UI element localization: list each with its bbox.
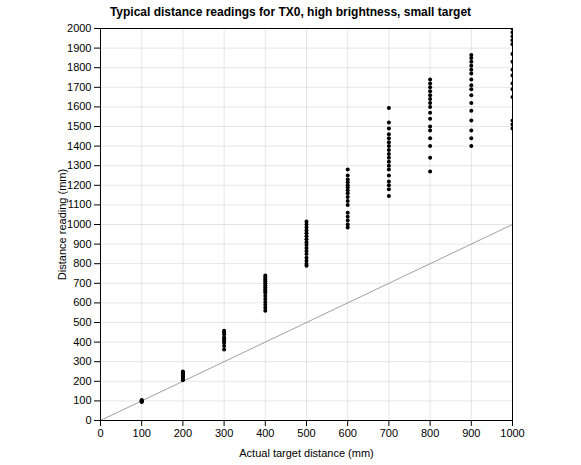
svg-text:1200: 1200 (67, 179, 91, 191)
svg-text:300: 300 (215, 427, 233, 439)
svg-text:800: 800 (421, 427, 439, 439)
svg-text:1300: 1300 (67, 159, 91, 171)
svg-text:1600: 1600 (67, 100, 91, 112)
svg-text:1900: 1900 (67, 42, 91, 54)
svg-text:Actual target distance (mm): Actual target distance (mm) (239, 447, 374, 459)
svg-text:2000: 2000 (67, 22, 91, 34)
svg-text:500: 500 (297, 427, 315, 439)
svg-text:100: 100 (133, 427, 151, 439)
svg-text:200: 200 (73, 375, 91, 387)
svg-text:0: 0 (97, 427, 103, 439)
html-text:Typical distance readings for: Typical distance readings for TX0, high … (109, 5, 472, 19)
svg-text:1500: 1500 (67, 120, 91, 132)
svg-text:1000: 1000 (500, 427, 524, 439)
svg-text:400: 400 (73, 336, 91, 348)
svg-text:1000: 1000 (67, 218, 91, 230)
svg-text:900: 900 (73, 238, 91, 250)
svg-text:100: 100 (73, 394, 91, 406)
svg-text:1800: 1800 (67, 61, 91, 73)
svg-text:700: 700 (73, 277, 91, 289)
svg-text:600: 600 (339, 427, 357, 439)
svg-text:500: 500 (73, 316, 91, 328)
svg-text:1700: 1700 (67, 81, 91, 93)
svg-text:Distance reading (mm): Distance reading (mm) (56, 169, 68, 280)
svg-text:300: 300 (73, 355, 91, 367)
svg-text:700: 700 (380, 427, 398, 439)
svg-text:400: 400 (256, 427, 274, 439)
svg-text:1400: 1400 (67, 140, 91, 152)
svg-text:200: 200 (174, 427, 192, 439)
svg-text:800: 800 (73, 257, 91, 269)
svg-text:0: 0 (85, 414, 91, 426)
svg-text:900: 900 (462, 427, 480, 439)
svg-text:1100: 1100 (68, 198, 92, 210)
svg-text:600: 600 (73, 296, 91, 308)
